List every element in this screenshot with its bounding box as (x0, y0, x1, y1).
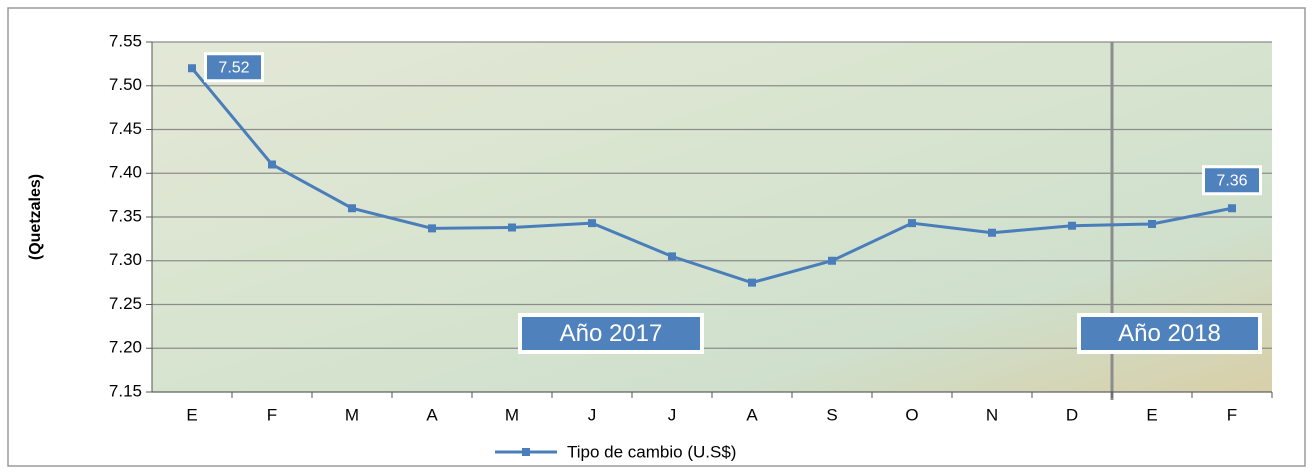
x-tick-label: A (746, 405, 758, 424)
point (268, 161, 276, 169)
y-tick-label: 7.55 (109, 31, 142, 50)
point (1228, 204, 1236, 212)
point (1068, 222, 1076, 230)
x-tick-label: E (186, 405, 197, 424)
point (748, 279, 756, 287)
annotation: Año 2017 (560, 320, 663, 347)
value-label: 7.36 (1216, 172, 1247, 189)
x-tick-label: N (986, 405, 998, 424)
x-tick-label: J (588, 405, 597, 424)
point (908, 219, 916, 227)
annotation: Año 2018 (1118, 320, 1221, 347)
y-tick-label: 7.15 (109, 381, 142, 400)
x-tick-label: M (345, 405, 359, 424)
x-tick-label: S (826, 405, 837, 424)
point (668, 252, 676, 260)
point (1148, 220, 1156, 228)
y-tick-label: 7.20 (109, 338, 142, 357)
x-tick-label: A (426, 405, 438, 424)
point (348, 204, 356, 212)
point (508, 224, 516, 232)
y-axis-label: (Quetzales) (27, 174, 44, 260)
y-tick-label: 7.40 (109, 163, 142, 182)
legend-label: Tipo de cambio (U.S$) (567, 442, 736, 461)
y-tick-label: 7.45 (109, 119, 142, 138)
x-tick-label: D (1066, 405, 1078, 424)
y-tick-label: 7.25 (109, 294, 142, 313)
y-tick-label: 7.30 (109, 250, 142, 269)
x-tick-label: J (668, 405, 677, 424)
x-tick-label: F (267, 405, 277, 424)
legend-marker (522, 448, 530, 456)
x-tick-label: E (1146, 405, 1157, 424)
chart: (Quetzales) 7.52 7.36 7.55 7.50 7.45 7.40 7.3… (0, 0, 1314, 475)
x-tick-label: M (505, 405, 519, 424)
value-label: 7.52 (218, 59, 249, 76)
y-tick-label: 7.35 (109, 206, 142, 225)
point (988, 229, 996, 237)
point (428, 224, 436, 232)
y-tick-label: 7.50 (109, 75, 142, 94)
x-tick-label: O (905, 405, 918, 424)
x-tick-label: F (1227, 405, 1237, 424)
point (588, 219, 596, 227)
point (828, 257, 836, 265)
point (188, 64, 196, 72)
